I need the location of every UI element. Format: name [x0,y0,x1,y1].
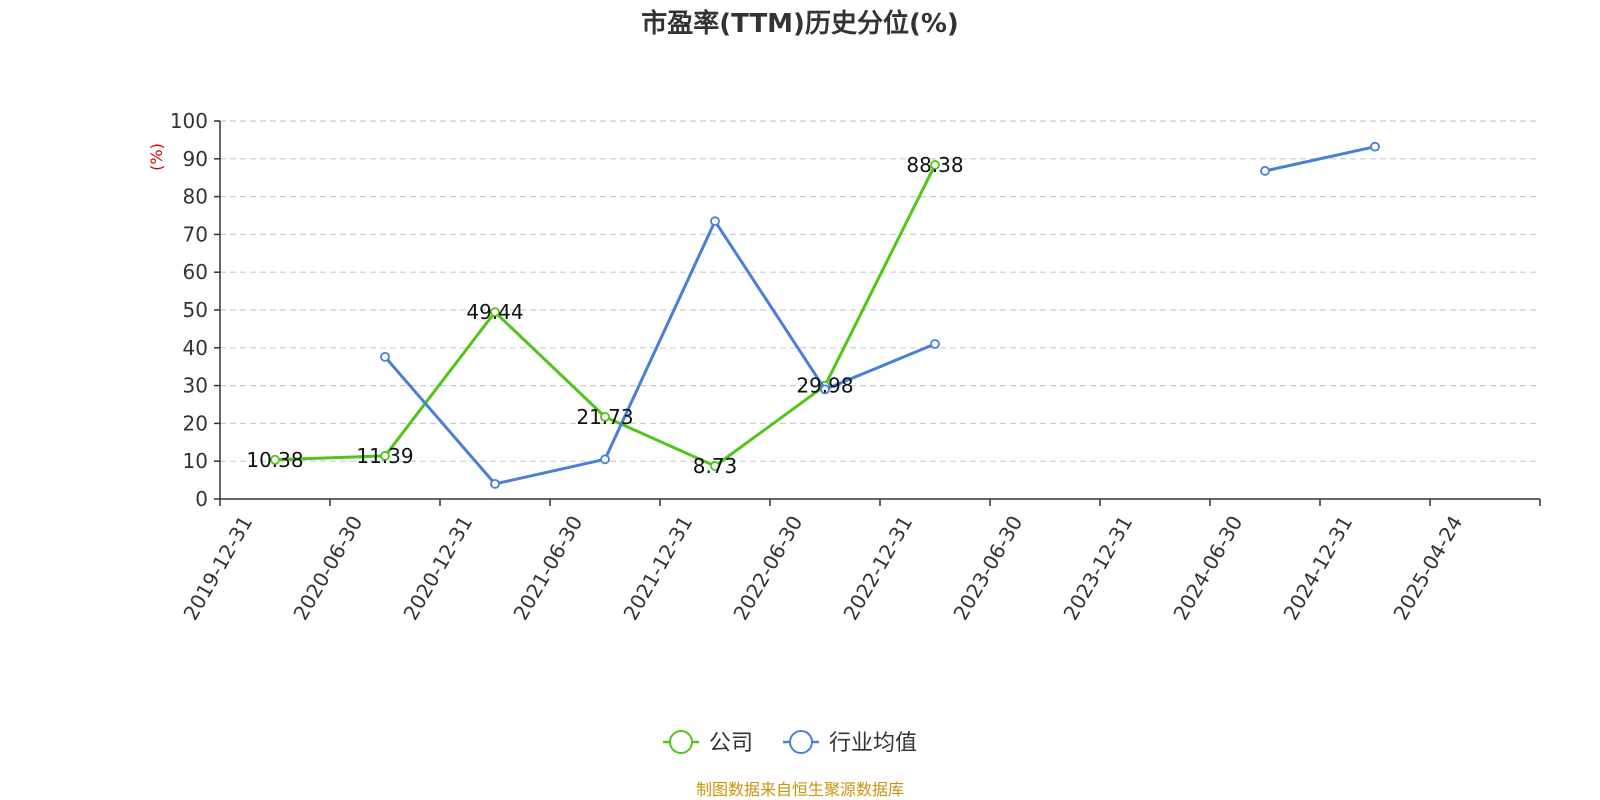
data-point [600,411,610,422]
data-point [1370,141,1380,152]
x-tick-label: 2024-12-31 [1278,512,1357,625]
series-line-1 [383,219,936,486]
data-label: 88.38 [906,153,963,177]
chart-title: 市盈率(TTM)历史分位(%) [641,8,959,39]
data-point [600,454,610,465]
data-point [930,339,940,349]
data-point [820,384,830,395]
y-tick-label: 20 [183,411,208,435]
x-tick-label: 2020-06-30 [288,512,367,625]
legend[interactable]: 公司 行业均值 [663,730,917,756]
legend-label: 公司 [709,731,753,756]
x-tick-label: 2023-12-31 [1058,512,1137,625]
data-point [710,461,720,471]
x-tick-label: 2020-12-31 [398,512,477,625]
y-tick-label: 40 [183,336,208,360]
data-label: 29.98 [796,374,853,398]
x-tick-label: 2021-06-30 [508,512,587,625]
x-tick-label: 2024-06-30 [1168,512,1247,625]
axes: 0 10 20 30 40 50 60 70 80 90 100 2019-12-31 2020-06-… [170,109,1541,625]
data-point [380,351,390,362]
data-labels: 10.38 11.39 49.44 21.73 8.73 29.98 88.38 [246,153,963,478]
y-tick-label: 100 [170,109,208,133]
y-tick-label: 10 [183,449,208,473]
data-point [1260,165,1270,176]
y-tick-label: 50 [183,298,208,322]
x-tick-label: 2019-12-31 [178,512,257,625]
data-point [710,216,720,227]
legend-label: 行业均值 [829,731,917,756]
y-tick-label: 70 [183,222,208,246]
y-tick-label: 0 [195,487,208,511]
y-tick-label: 30 [183,374,208,398]
series-lines [270,141,1380,489]
data-point [490,307,500,318]
y-tick-label: 90 [183,147,208,171]
data-label: 49.44 [466,300,523,324]
data-point [930,160,940,170]
legend-marker [669,730,693,754]
x-tick-label: 2022-06-30 [728,512,807,625]
y-axis-unit-label: (%) [147,143,166,171]
grid-lines [220,120,1540,462]
data-label: 11.39 [356,444,413,468]
data-label: 21.73 [576,405,633,429]
x-tick-label: 2021-12-31 [618,512,697,625]
x-tick-label: 2022-12-31 [838,512,917,625]
legend-item-1[interactable]: 行业均值 [783,730,917,756]
source-note: 制图数据来自恒生聚源数据库 [696,780,904,799]
legend-marker [789,730,813,754]
data-point [270,454,280,465]
legend-item-0[interactable]: 公司 [663,730,753,756]
data-point [490,478,500,489]
data-label: 10.38 [246,448,303,472]
y-tick-label: 80 [183,185,208,209]
x-tick-label: 2025-04-24 [1388,512,1467,625]
y-tick-label: 60 [183,260,208,284]
x-tick-label: 2023-06-30 [948,512,1027,625]
data-point [380,451,390,461]
series-line-1 [1264,145,1376,173]
data-label: 8.73 [693,454,738,478]
